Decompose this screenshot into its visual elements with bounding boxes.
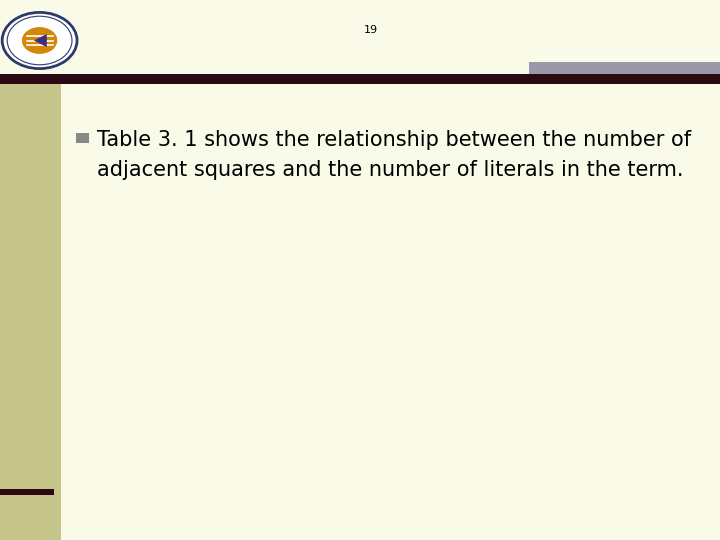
Bar — [0, 84, 61, 540]
Text: 19: 19 — [364, 25, 378, 35]
Bar — [0, 74, 720, 84]
Polygon shape — [34, 34, 47, 47]
Circle shape — [2, 12, 77, 69]
Bar — [0, 489, 54, 495]
Circle shape — [22, 28, 57, 53]
Text: Table 3. 1 shows the relationship between the number of: Table 3. 1 shows the relationship betwee… — [97, 130, 691, 151]
Text: adjacent squares and the number of literals in the term.: adjacent squares and the number of liter… — [97, 160, 684, 180]
Bar — [529, 62, 720, 74]
Bar — [76, 133, 89, 143]
